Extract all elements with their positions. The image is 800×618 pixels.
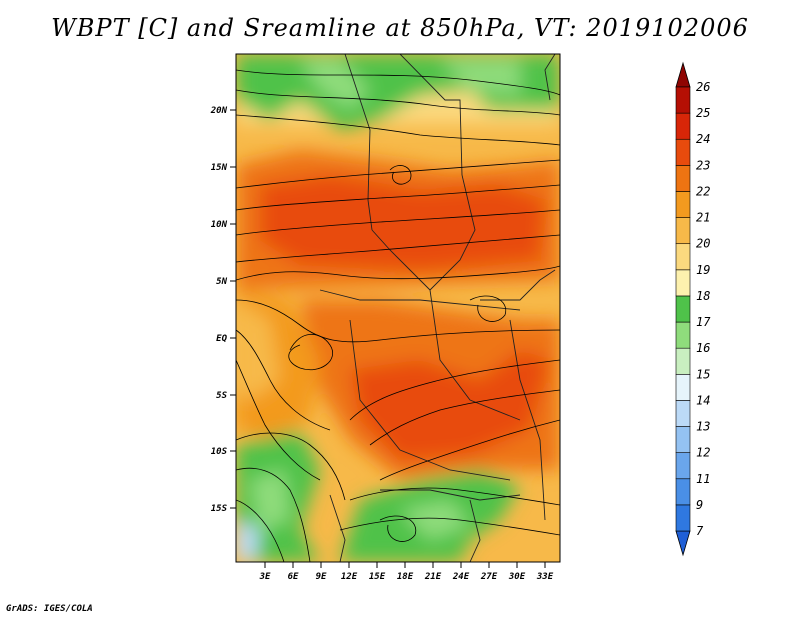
colorbar-label: 25 (696, 106, 710, 120)
colorbar-swatch (675, 478, 691, 506)
colorbar-min-arrow (675, 530, 691, 557)
colorbar-label: 11 (696, 472, 710, 486)
colorbar-swatch (675, 138, 691, 166)
lat-label: 5S (216, 391, 227, 401)
lon-label: 9E (316, 572, 327, 582)
lat-label: 5N (216, 277, 227, 287)
colorbar-swatch (675, 243, 691, 271)
lat-label: 10S (211, 447, 228, 457)
colorbar-swatch (675, 452, 691, 480)
lat-label: 15S (211, 504, 228, 514)
colorbar-label: 12 (696, 446, 710, 460)
colorbar-swatch (675, 295, 691, 323)
colorbar-label: 14 (696, 393, 710, 407)
colorbar: 7 9 11 12 13 14 15 16 17 18 19 20 21 22 23 24 25 26 (675, 61, 711, 557)
colorbar-swatch (675, 86, 691, 114)
colorbar-swatch (675, 504, 691, 532)
colorbar-label: 19 (696, 263, 710, 277)
footer-credit: GrADS: IGES/COLA (6, 604, 93, 614)
colorbar-label: 21 (696, 211, 710, 225)
streamlines (236, 69, 560, 562)
colorbar-label: 18 (696, 289, 710, 303)
colorbar-label: 24 (696, 132, 710, 146)
colorbar-swatch (675, 373, 691, 401)
colorbar-label: 15 (696, 367, 710, 381)
lon-label: 27E (480, 572, 498, 582)
lon-label: 3E (259, 572, 271, 582)
map-panel (236, 54, 560, 562)
colorbar-label: 16 (696, 341, 710, 355)
colorbar-label: 13 (696, 420, 710, 434)
lon-label: 6E (288, 572, 299, 582)
lat-label: 15N (211, 163, 228, 173)
colorbar-swatch (675, 426, 691, 453)
lon-label: 18E (397, 572, 414, 582)
lon-labels: 3E 6E 9E 12E 15E 18E 21E 24E 27E 30E 33E (259, 572, 554, 582)
lon-label: 12E (341, 572, 358, 582)
colorbar-swatch (675, 269, 691, 297)
colorbar-label: 22 (696, 184, 710, 198)
colorbar-swatch (675, 321, 691, 349)
lon-ticks (264, 562, 546, 568)
lon-label: 24E (452, 572, 470, 582)
colorbar-swatch (675, 191, 691, 218)
colorbar-label: 9 (696, 498, 703, 512)
colorbar-swatch (675, 347, 691, 375)
colorbar-label: 26 (696, 80, 710, 94)
colorbar-max-arrow (675, 61, 691, 88)
lat-label: 10N (211, 220, 228, 230)
lon-label: 21E (424, 572, 442, 582)
colorbar-label: 17 (696, 315, 711, 329)
lat-ticks (230, 109, 236, 509)
lat-label: 20N (210, 106, 228, 116)
colorbar-label: 20 (696, 237, 710, 251)
colorbar-swatch (675, 165, 691, 192)
colorbar-swatch (675, 400, 691, 427)
lon-label: 33E (536, 572, 554, 582)
colorbar-swatch (675, 217, 691, 245)
colorbar-label: 23 (696, 158, 710, 172)
wbpt-field (236, 54, 560, 562)
lat-labels: 20N 15N 10N 5N EQ 5S 10S 15S (210, 106, 228, 514)
lon-label: 15E (369, 572, 386, 582)
map-title: WBPT [C] and Sreamline at 850hPa, VT: 20… (51, 14, 749, 42)
colorbar-label: 7 (696, 524, 704, 538)
colorbar-swatch (675, 112, 691, 140)
lat-label: EQ (216, 334, 227, 344)
lon-label: 30E (508, 572, 526, 582)
map-frame (235, 53, 561, 563)
